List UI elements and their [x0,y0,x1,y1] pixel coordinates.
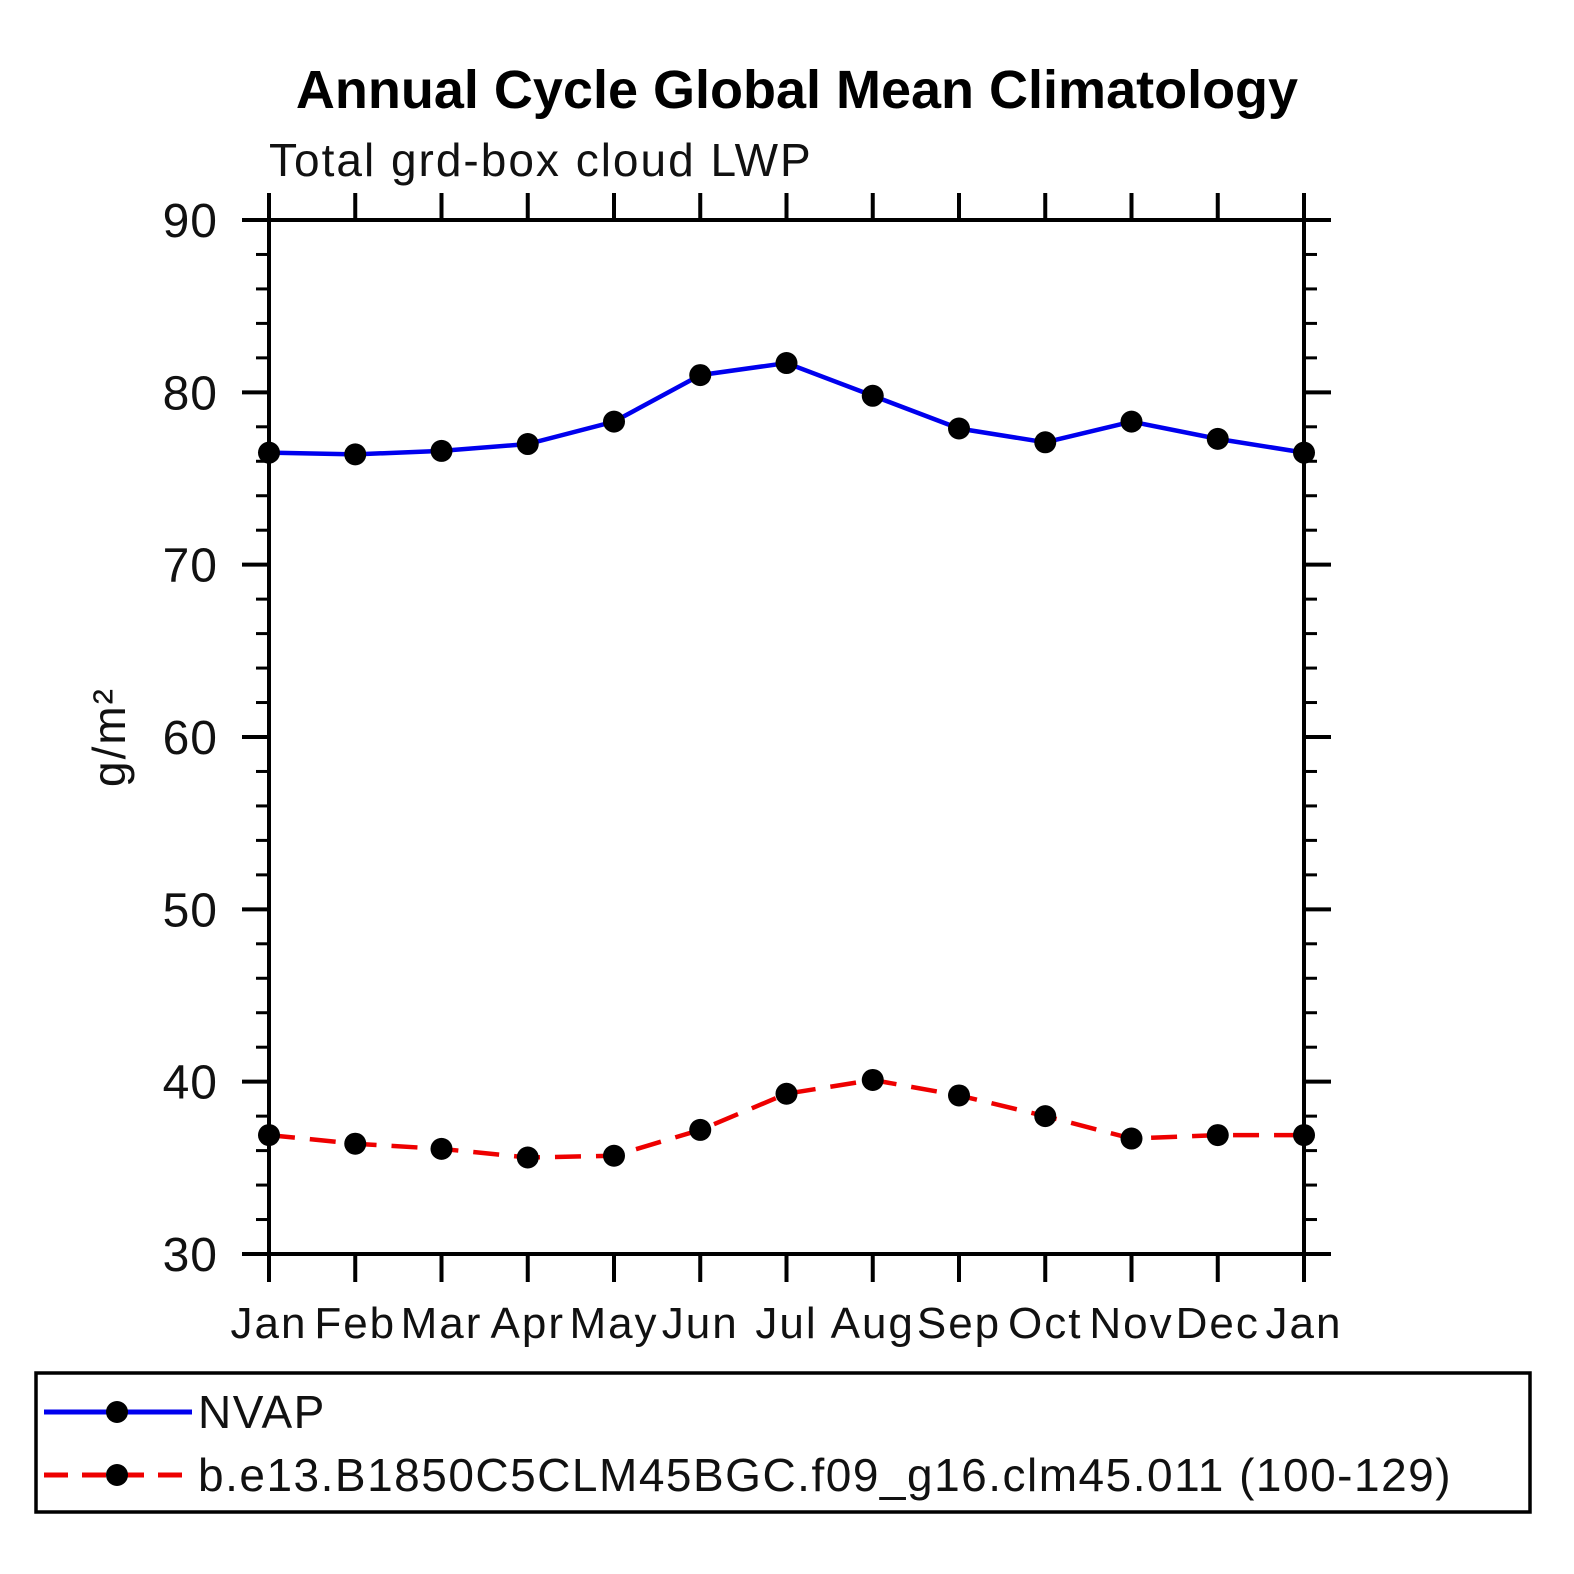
data-point [603,410,625,433]
x-tick-label: Feb [314,1299,396,1348]
data-point [344,443,367,466]
data-point [861,384,884,407]
data-point [1293,1124,1315,1147]
y-tick-label: 50 [163,884,218,937]
model-series [258,1068,1315,1169]
chart-title: Annual Cycle Global Mean Climatology [296,60,1298,120]
data-point [344,1132,367,1155]
x-tick-label: Jan [1266,1299,1343,1348]
legend-entry-model: b.e13.B1850C5CLM45BGC.f09_g16.clm45.011 … [44,1449,1452,1501]
data-series [258,352,1315,1169]
x-tick-label: Oct [1008,1299,1082,1348]
data-point [948,1084,970,1107]
model-marker-swatch [106,1464,128,1486]
data-point [689,364,712,387]
y-tick-label: 90 [163,195,218,248]
y-tick-label: 40 [163,1057,218,1110]
data-point [1293,441,1315,464]
x-axis-tick-labels: Jan Feb Mar Apr May Jun Jul Aug Sep Oct Nov Dec Jan [231,1299,1343,1348]
x-tick-label: May [569,1299,658,1348]
data-point [1206,427,1229,450]
legend-border [34,1371,1532,1514]
x-tick-label: Aug [831,1299,915,1348]
data-point [258,441,280,464]
x-tick-label: Jan [231,1299,308,1348]
y-axis-ticks [242,218,1331,1256]
data-point [516,1146,539,1169]
legend-box: NVAP b.e13.B1850C5CLM45BGC.f09_g16.clm45… [34,1371,1532,1514]
y-axis-label: g/m² [83,687,135,787]
data-point [861,1068,884,1091]
data-point [603,1144,625,1167]
data-point [1206,1124,1229,1147]
data-point [1120,410,1143,433]
x-tick-label: Dec [1176,1299,1260,1348]
y-tick-label: 60 [163,712,218,765]
data-point [430,1137,453,1160]
x-tick-label: Jun [662,1299,739,1348]
nvap-marker-swatch [106,1401,128,1423]
x-tick-label: Apr [491,1299,565,1348]
x-tick-label: Mar [401,1299,483,1348]
data-point [689,1118,712,1141]
x-tick-label: Nov [1089,1299,1173,1348]
legend-label-nvap: NVAP [198,1386,326,1438]
x-tick-label: Jul [755,1299,817,1348]
chart-subtitle: Total grd-box cloud LWP [269,134,813,186]
data-point [1034,431,1057,454]
data-point [775,1082,798,1105]
y-tick-label: 70 [163,540,218,593]
y-tick-label: 80 [163,367,218,420]
data-point [1034,1105,1057,1128]
nvap-line [268,360,1305,457]
x-tick-label: Sep [917,1299,1001,1348]
data-point [430,439,453,462]
nvap-series [258,352,1315,466]
data-point [775,352,798,375]
x-axis-ticks [267,193,1306,1282]
legend-entry-nvap: NVAP [44,1386,326,1438]
y-axis-tick-labels: 30 40 50 60 70 80 90 [163,195,218,1282]
data-point [516,433,539,456]
data-point [258,1124,280,1147]
y-tick-label: 30 [163,1229,218,1282]
data-point [948,417,970,440]
data-point [1120,1127,1143,1150]
legend-label-model: b.e13.B1850C5CLM45BGC.f09_g16.clm45.011 … [198,1449,1452,1501]
